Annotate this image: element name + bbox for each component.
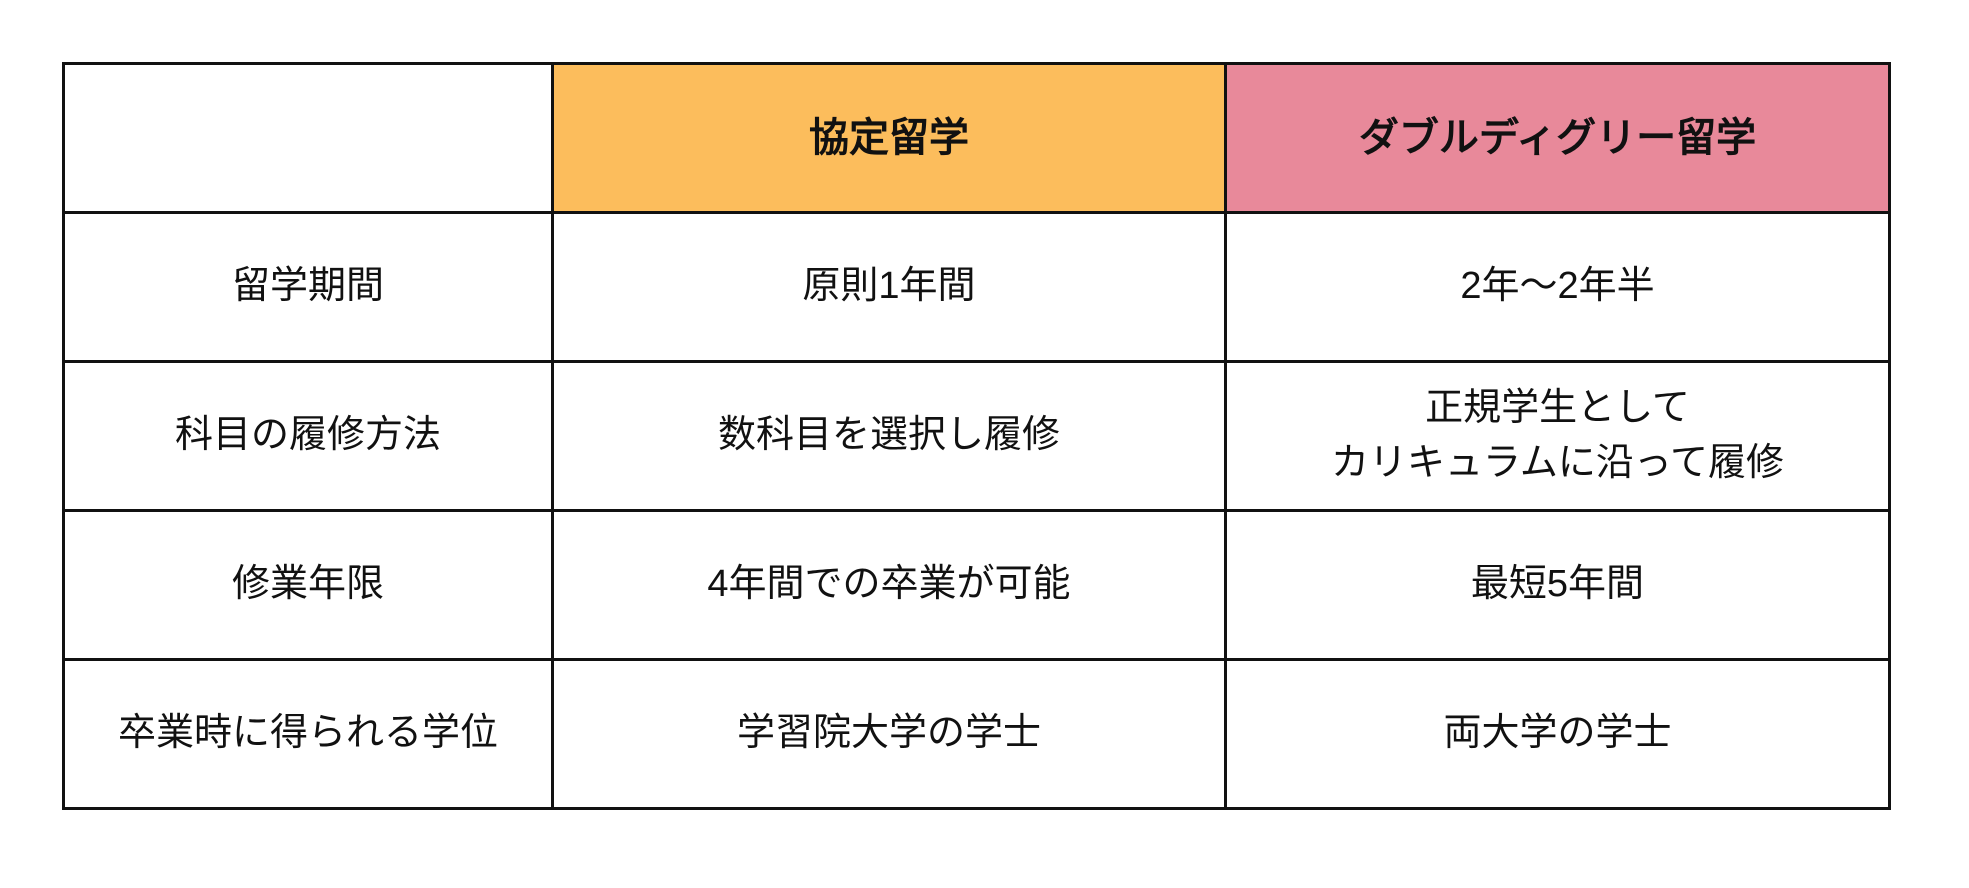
table-row: 修業年限 4年間での卒業が可能 最短5年間 bbox=[62, 509, 1891, 661]
cell-double-course-registration: 正規学生として カリキュラムに沿って履修 bbox=[1224, 360, 1891, 512]
table-row: 卒業時に得られる学位 学習院大学の学士 両大学の学士 bbox=[62, 658, 1891, 810]
table-row: 留学期間 原則1年間 2年〜2年半 bbox=[62, 211, 1891, 363]
row-label-degree-obtained: 卒業時に得られる学位 bbox=[62, 658, 554, 810]
cell-kyotei-years-to-graduate: 4年間での卒業が可能 bbox=[551, 509, 1227, 661]
row-label-study-period: 留学期間 bbox=[62, 211, 554, 363]
table-header-row: 協定留学 ダブルディグリー留学 bbox=[62, 62, 1891, 214]
cell-kyotei-course-registration: 数科目を選択し履修 bbox=[551, 360, 1227, 512]
header-cell-kyotei-ryugaku: 協定留学 bbox=[551, 62, 1227, 214]
header-cell-double-degree-ryugaku: ダブルディグリー留学 bbox=[1224, 62, 1891, 214]
table-row: 科目の履修方法 数科目を選択し履修 正規学生として カリキュラムに沿って履修 bbox=[62, 360, 1891, 512]
header-cell-blank bbox=[62, 62, 554, 214]
row-label-years-to-graduate: 修業年限 bbox=[62, 509, 554, 661]
row-label-course-registration: 科目の履修方法 bbox=[62, 360, 554, 512]
study-abroad-comparison-table: 協定留学 ダブルディグリー留学 留学期間 原則1年間 2年〜2年半 科目の履修方… bbox=[62, 62, 1891, 810]
cell-kyotei-study-period: 原則1年間 bbox=[551, 211, 1227, 363]
cell-kyotei-degree-obtained: 学習院大学の学士 bbox=[551, 658, 1227, 810]
cell-double-study-period: 2年〜2年半 bbox=[1224, 211, 1891, 363]
cell-double-degree-obtained: 両大学の学士 bbox=[1224, 658, 1891, 810]
cell-double-years-to-graduate: 最短5年間 bbox=[1224, 509, 1891, 661]
